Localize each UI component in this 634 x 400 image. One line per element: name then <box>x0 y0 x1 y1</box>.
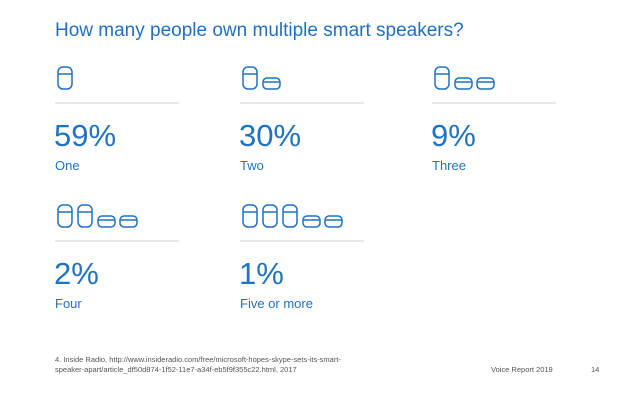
speaker-icon <box>324 215 343 228</box>
speaker-icon <box>302 215 321 228</box>
footer: Voice Report 2019 <box>491 365 553 374</box>
category-label: Three <box>432 158 466 173</box>
speaker-group <box>57 204 138 228</box>
category-label: Five or more <box>240 296 313 311</box>
value-label: 30% <box>239 118 301 153</box>
page-number: 14 <box>591 365 599 374</box>
value-label: 59% <box>54 118 116 153</box>
speaker-icon <box>57 66 73 90</box>
speaker-icon <box>434 66 450 90</box>
value-label: 1% <box>239 256 284 291</box>
speaker-icon <box>97 215 116 228</box>
value-label: 2% <box>54 256 99 291</box>
category-label: One <box>55 158 80 173</box>
footnote: 4. Inside Radio, http://www.insideradio.… <box>55 355 341 364</box>
speaker-icon <box>262 204 278 228</box>
speaker-group <box>57 66 73 90</box>
speaker-icon <box>282 204 298 228</box>
chart-title: How many people own multiple smart speak… <box>55 20 464 41</box>
speaker-icon <box>119 215 138 228</box>
speaker-icon <box>454 77 473 90</box>
category-label: Four <box>55 296 82 311</box>
speaker-icon <box>476 77 495 90</box>
category-label: Two <box>240 158 264 173</box>
footnote: speaker-apart/article_df50d874-1f52-11e7… <box>55 365 297 374</box>
speaker-icon <box>242 204 258 228</box>
value-label: 9% <box>431 118 476 153</box>
speaker-icon <box>242 66 258 90</box>
speaker-icon <box>262 77 281 90</box>
speaker-group <box>242 204 343 228</box>
speaker-icon <box>57 204 73 228</box>
speaker-group <box>242 66 281 90</box>
speaker-icon <box>77 204 93 228</box>
speaker-group <box>434 66 495 90</box>
